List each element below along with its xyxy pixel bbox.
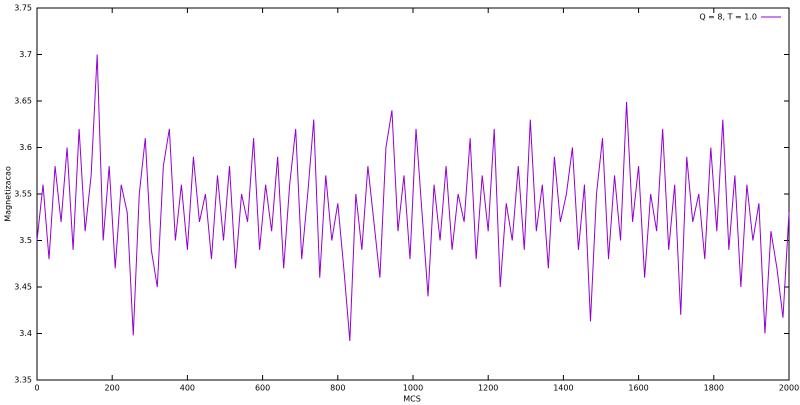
y-tick-label: 3.35 [14, 376, 32, 385]
x-tick-label: 1400 [553, 384, 573, 393]
x-axis-label: MCS [403, 395, 421, 404]
y-tick-label: 3.65 [14, 97, 32, 106]
x-tick-label: 200 [105, 384, 120, 393]
x-tick-label: 800 [330, 384, 345, 393]
x-tick-label: 600 [255, 384, 270, 393]
x-tick-label: 1800 [704, 384, 724, 393]
x-tick-label: 0 [34, 384, 39, 393]
x-tick-label: 1000 [403, 384, 423, 393]
legend-label: Q = 8, T = 1.0 [699, 13, 757, 22]
y-tick-label: 3.55 [14, 190, 32, 199]
x-tick-label: 1200 [478, 384, 498, 393]
y-tick-label: 3.4 [19, 329, 32, 338]
x-tick-label: 1600 [628, 384, 648, 393]
data-line [36, 54, 790, 341]
y-tick-label: 3.75 [14, 4, 32, 13]
y-tick-label: 3.6 [19, 143, 32, 152]
y-tick-label: 3.45 [14, 283, 32, 292]
x-tick-label: 2000 [779, 384, 799, 393]
y-tick-label: 3.7 [19, 50, 32, 59]
y-axis-label: Magnetizacao [4, 166, 13, 222]
y-tick-label: 3.5 [19, 236, 32, 245]
x-tick-label: 400 [180, 384, 195, 393]
